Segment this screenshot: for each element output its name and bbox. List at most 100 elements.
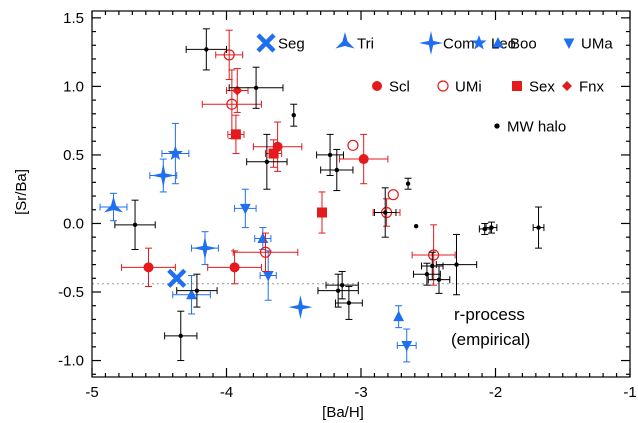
- marker-circle-open: [347, 139, 359, 151]
- legend-marker-diamond: [562, 81, 572, 91]
- legend-entry-scl: Scl: [372, 79, 410, 96]
- marker-triangle-down: [401, 340, 413, 352]
- plot-frame: [91, 10, 631, 378]
- marker-circle-filled: [229, 262, 240, 273]
- data-point: [191, 231, 219, 266]
- data-point: [427, 265, 451, 294]
- data-point: [252, 121, 303, 172]
- data-point: [338, 133, 389, 185]
- data-point: [226, 68, 249, 113]
- legend-entry-boo: Boo: [492, 36, 537, 53]
- data-point: [234, 188, 257, 229]
- data-point: [316, 133, 345, 176]
- y-tick-label: 0.5: [63, 147, 84, 164]
- legend-label: Fnx: [579, 79, 605, 96]
- x-tick-label: -5: [85, 384, 98, 401]
- marker-circle-filled: [143, 262, 154, 273]
- data-point: [413, 224, 419, 229]
- annotation-empirical: (empirical): [451, 330, 530, 349]
- data-point: [387, 189, 399, 201]
- data-point: [412, 262, 441, 286]
- annotation-r-process: r-process: [454, 305, 525, 324]
- series-uma: [234, 188, 417, 363]
- marker-dot: [536, 225, 541, 230]
- series-leo: [161, 122, 190, 185]
- y-tick-label: -1.0: [58, 353, 84, 370]
- marker-circle-open: [259, 246, 272, 258]
- legend-label: Com: [443, 36, 475, 53]
- x-tick-label: -3: [354, 384, 367, 401]
- data-point: [393, 305, 405, 329]
- legend-entry-tri: Tri: [335, 32, 374, 53]
- marker-dot: [204, 47, 209, 52]
- data-point: [215, 29, 244, 81]
- data-point: [334, 286, 363, 320]
- marker-dot: [178, 333, 183, 339]
- legend-entry-sex: Sex: [512, 79, 555, 96]
- x-tick-label: -2: [489, 384, 502, 401]
- data-point: [316, 191, 327, 234]
- marker-dot: [291, 112, 296, 118]
- data-point: [347, 139, 359, 151]
- series-tri: [99, 192, 128, 222]
- marker-four-star: [288, 295, 313, 320]
- marker-square: [230, 129, 241, 140]
- marker-dot: [264, 159, 270, 164]
- y-tick-label: 1.5: [63, 10, 84, 27]
- series-boo: [172, 227, 405, 329]
- legend-label: UMi: [455, 79, 482, 96]
- x-tick-label: -4: [220, 384, 233, 401]
- data-point: [290, 103, 298, 127]
- data-point: [161, 122, 190, 185]
- data-point: [317, 273, 359, 308]
- marker-circle-open: [428, 249, 440, 261]
- data-point: [149, 158, 178, 193]
- series-mw-halo: [114, 28, 545, 362]
- marker-tri-star: [103, 196, 124, 213]
- legend-entry-fnx: Fnx: [562, 79, 605, 96]
- legend-entry-com: Com: [419, 31, 475, 55]
- data-point: [325, 270, 359, 300]
- marker-dot: [194, 288, 200, 293]
- data-point: [164, 310, 198, 362]
- legend-label: UMa: [581, 36, 613, 53]
- data-point: [485, 221, 498, 234]
- data-point: [207, 250, 262, 285]
- data-point: [172, 275, 211, 315]
- legend-entry-uma: UMa: [563, 36, 613, 53]
- series-com: [149, 158, 313, 320]
- y-axis-label: [Sr/Ba]: [13, 169, 30, 215]
- marker-triangle-down: [262, 271, 274, 282]
- data-point: [259, 250, 277, 301]
- legend-marker-four-star: [419, 31, 443, 55]
- legend-marker-circle-filled: [372, 81, 382, 91]
- legend-marker-five-star: [471, 35, 487, 50]
- marker-triangle-up: [393, 310, 405, 322]
- y-tick-label: 1.0: [63, 78, 84, 95]
- data-point: [167, 268, 187, 288]
- legend-entry-mw-halo: MW halo: [494, 119, 566, 136]
- data-point: [176, 273, 218, 308]
- series-fnx: [226, 68, 249, 113]
- data-point: [99, 192, 128, 222]
- marker-dot: [424, 271, 430, 277]
- data-point: [532, 206, 545, 249]
- legend-label: Boo: [510, 36, 537, 53]
- marker-dot: [413, 224, 419, 229]
- marker-four-star: [192, 236, 217, 261]
- legend-label: MW halo: [507, 119, 566, 136]
- marker-dot: [489, 225, 494, 230]
- marker-dot: [132, 222, 138, 228]
- data-points-layer: [99, 28, 545, 363]
- data-point: [201, 69, 262, 139]
- marker-triangle-down: [239, 203, 251, 215]
- marker-square: [268, 148, 279, 159]
- data-point: [227, 114, 245, 155]
- marker-dot: [454, 262, 459, 267]
- data-point: [435, 233, 478, 296]
- data-point: [185, 28, 227, 71]
- data-point: [121, 247, 176, 288]
- legend-label: Sex: [529, 79, 555, 96]
